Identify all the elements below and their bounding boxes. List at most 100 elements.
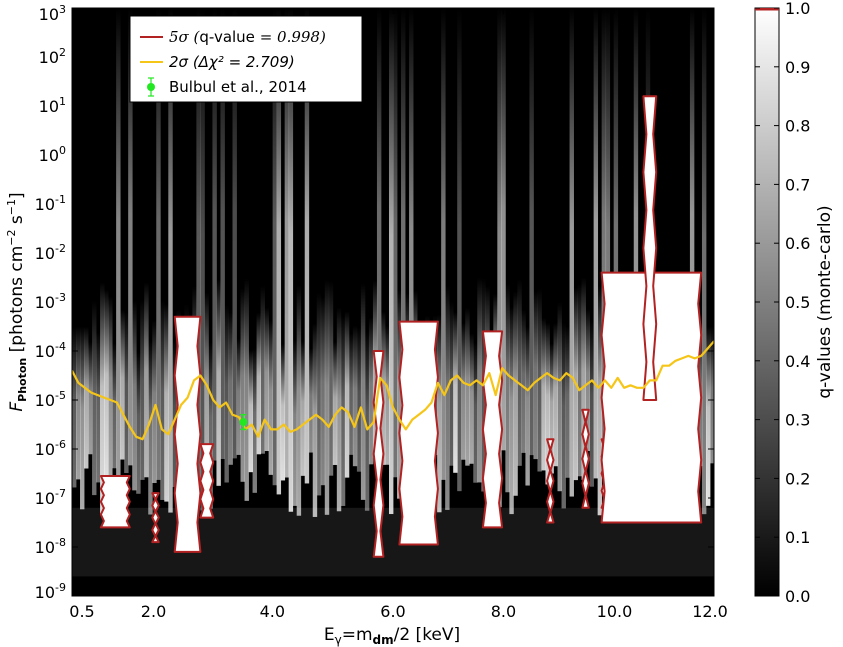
colorbar-tick-label: 0.7 (785, 175, 810, 194)
heatmap-column (288, 8, 294, 512)
heatmap-column (561, 322, 566, 509)
x-tick-label: 0.5 (69, 602, 94, 621)
contour-region-3 (199, 443, 215, 519)
heatmap-column (340, 316, 346, 506)
heatmap-column (200, 8, 205, 511)
legend-2sigma-text: Δχ² (198, 53, 224, 71)
heatmap-column (280, 343, 286, 481)
y-tick-label: 10-7 (35, 487, 66, 508)
heatmap-column (397, 290, 402, 499)
legend-box (129, 15, 363, 103)
heatmap-column (437, 314, 442, 513)
heatmap-column (585, 308, 591, 451)
heatmap-column (272, 8, 278, 486)
heatmap-column (569, 8, 574, 497)
x-tick-label: 6.0 (380, 602, 405, 621)
heatmap-column (264, 307, 270, 452)
heatmap-column (268, 320, 274, 475)
heatmap-column (164, 303, 169, 502)
x-tick-label: 4.0 (260, 602, 285, 621)
legend-5sigma-prefix: 5σ ( (169, 28, 201, 46)
y-tick-exponent: 0 (59, 144, 66, 157)
colorbar-tick-label: 0.6 (785, 234, 810, 253)
x-title-sub1: γ (335, 633, 342, 647)
contour-region-8 (581, 408, 590, 509)
heatmap-column (132, 300, 137, 491)
y-tick-base: 10 (35, 583, 55, 602)
heatmap-column (232, 8, 237, 459)
heatmap-column (168, 8, 173, 513)
heatmap-column (344, 311, 350, 478)
y-tick-label: 100 (39, 144, 66, 165)
contour-region-11 (642, 95, 658, 401)
x-title-main: E (324, 625, 335, 645)
y-tick-label: 10-9 (35, 581, 66, 602)
heatmap-column (92, 300, 97, 496)
y-tick-exponent: -5 (55, 389, 66, 402)
x-title-sub2: dm (373, 633, 394, 647)
x-axis-title: Eγ=mdm/2 [keV] (324, 625, 460, 647)
heatmap-column (565, 326, 570, 478)
heatmap-column (304, 8, 310, 484)
legend-5sigma-text: q-value (199, 28, 255, 46)
bulbul-marker (239, 418, 248, 427)
y-tick-base: 10 (35, 244, 55, 263)
heatmap-column (236, 338, 241, 455)
y-title-exp2: −1 (5, 199, 18, 215)
heatmap-column (525, 326, 530, 486)
y-tick-label: 10-3 (35, 291, 66, 312)
legend-2sigma-suffix: = 2.709) (224, 53, 295, 71)
heatmap-column (284, 8, 290, 478)
heatmap-column (477, 277, 482, 483)
heatmap-column (156, 8, 161, 480)
heatmap-column (364, 331, 370, 511)
bulbul-point-layer (239, 413, 248, 431)
y-tick-label: 10-4 (35, 340, 66, 361)
heatmap-column (248, 349, 253, 473)
y-tick-exponent: -1 (55, 193, 66, 206)
x-tick-label: 2.0 (141, 602, 166, 621)
heatmap-column (332, 341, 338, 465)
contour-region-5 (398, 320, 439, 546)
heatmap-column (312, 323, 318, 517)
x-tick-label: 12.0 (692, 602, 728, 621)
colorbar-tick-label: 0.5 (785, 293, 810, 312)
y-axis-title: FPhoton [photons cm−2 s−1] (5, 192, 29, 411)
heatmap-column (709, 326, 714, 464)
x-title-tail: /2 [keV] (394, 625, 461, 645)
heatmap-column (328, 280, 334, 476)
y-axis-ticks: 10310210110010-110-210-310-410-510-610-7… (35, 3, 714, 602)
y-tick-label: 10-1 (35, 193, 66, 214)
heatmap-column (545, 322, 550, 485)
heatmap-column (501, 8, 506, 451)
y-title-open: [photons cm (7, 246, 27, 358)
heatmap-column (308, 348, 314, 453)
x-tick-label: 10.0 (597, 602, 633, 621)
heatmap-column (549, 343, 554, 474)
heatmap-column (689, 8, 695, 465)
heatmap-column (356, 327, 362, 472)
heatmap-column (144, 282, 149, 478)
heatmap-column (160, 300, 165, 500)
colorbar-tick-label: 0.8 (785, 117, 810, 136)
x-tick-label: 8.0 (491, 602, 516, 621)
colorbar-ticks: 0.0 0.1 0.2 0.3 0.4 0.5 0.6 0.7 0.8 0.9 1.0 (755, 0, 810, 606)
heatmap-column (196, 8, 201, 490)
y-title-sub: Photon (16, 358, 29, 402)
heatmap-column (316, 292, 322, 496)
heatmap-column (84, 326, 89, 469)
heatmap-column (589, 320, 595, 487)
heatmap-column (220, 8, 225, 459)
heatmap-column (393, 8, 398, 478)
heatmap-column (597, 285, 603, 516)
y-tick-exponent: -4 (55, 340, 66, 353)
legend-5sigma-suffix: = 0.998) (255, 28, 326, 46)
heatmap-column (148, 340, 153, 515)
heatmap-column (120, 309, 125, 460)
heatmap-column (441, 8, 446, 480)
heatmap-column (96, 332, 101, 483)
y-tick-exponent: 1 (59, 95, 66, 108)
y-title-close: ] (7, 192, 27, 199)
heatmap-column (469, 333, 474, 464)
